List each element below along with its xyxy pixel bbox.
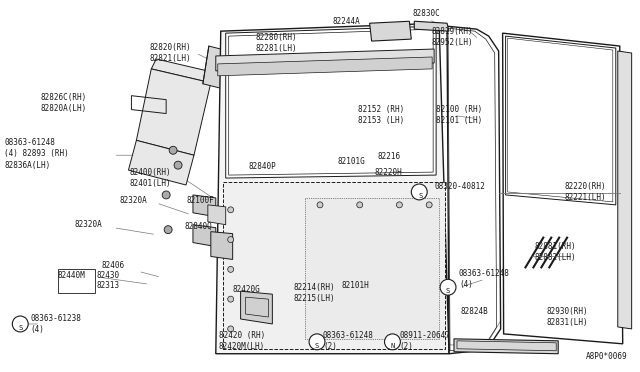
Text: 82881(RH)
82882(LH): 82881(RH) 82882(LH): [534, 241, 576, 262]
Circle shape: [174, 161, 182, 169]
Circle shape: [309, 334, 325, 350]
Polygon shape: [193, 225, 216, 247]
Polygon shape: [223, 182, 445, 349]
Polygon shape: [618, 51, 632, 329]
Polygon shape: [454, 339, 558, 354]
Circle shape: [169, 146, 177, 154]
Circle shape: [228, 207, 234, 213]
Text: 82824B: 82824B: [461, 307, 489, 316]
Circle shape: [440, 279, 456, 295]
Polygon shape: [370, 21, 412, 41]
Text: 08363-61248
(4): 08363-61248 (4): [459, 269, 510, 289]
Polygon shape: [211, 232, 233, 259]
Circle shape: [228, 266, 234, 272]
Text: 82220(RH)
82221(LH): 82220(RH) 82221(LH): [564, 182, 606, 202]
Circle shape: [12, 316, 28, 332]
Text: 08363-61238
(4): 08363-61238 (4): [30, 314, 81, 334]
Text: S: S: [446, 288, 450, 294]
Polygon shape: [208, 205, 226, 225]
Circle shape: [164, 226, 172, 234]
Circle shape: [317, 202, 323, 208]
Text: S: S: [315, 343, 319, 349]
Text: 82220H: 82220H: [374, 168, 403, 177]
Circle shape: [228, 237, 234, 243]
Text: 82100 (RH)
82101 (LH): 82100 (RH) 82101 (LH): [436, 105, 483, 125]
Polygon shape: [241, 291, 273, 324]
Circle shape: [396, 202, 403, 208]
Text: 82930(RH)
82831(LH): 82930(RH) 82831(LH): [547, 307, 588, 327]
Polygon shape: [193, 195, 216, 217]
Circle shape: [385, 334, 401, 350]
Circle shape: [228, 326, 234, 332]
Polygon shape: [414, 21, 449, 31]
Text: 82214(RH)
82215(LH): 82214(RH) 82215(LH): [293, 283, 335, 304]
Circle shape: [356, 202, 363, 208]
Polygon shape: [226, 26, 436, 178]
Text: 82313: 82313: [97, 281, 120, 290]
Circle shape: [228, 296, 234, 302]
Polygon shape: [218, 57, 432, 76]
Circle shape: [162, 191, 170, 199]
Text: 82420G: 82420G: [233, 285, 260, 294]
Text: 08363-61248
(2): 08363-61248 (2): [323, 331, 374, 351]
Text: 08911-20647
(2): 08911-20647 (2): [399, 331, 451, 351]
Polygon shape: [203, 46, 228, 89]
Text: 82819(RH)
82952(LH): 82819(RH) 82952(LH): [431, 27, 473, 47]
Polygon shape: [502, 33, 623, 344]
Text: 82320A: 82320A: [120, 196, 147, 205]
Text: 82826C(RH)
82820A(LH): 82826C(RH) 82820A(LH): [40, 93, 86, 113]
Text: 82244A: 82244A: [333, 17, 361, 26]
Text: 82101G: 82101G: [338, 157, 365, 166]
Text: 82830C: 82830C: [412, 9, 440, 18]
Polygon shape: [151, 59, 216, 83]
Polygon shape: [136, 69, 211, 155]
Text: 82430: 82430: [97, 271, 120, 280]
Text: 82840P: 82840P: [248, 162, 276, 171]
Text: 82400(RH)
82401(LH): 82400(RH) 82401(LH): [129, 168, 171, 188]
Text: 82152 (RH)
82153 (LH): 82152 (RH) 82153 (LH): [358, 105, 404, 125]
Text: N: N: [390, 343, 395, 349]
Text: 82216: 82216: [378, 152, 401, 161]
Text: 82820(RH)
82821(LH): 82820(RH) 82821(LH): [149, 43, 191, 63]
Text: 82440M: 82440M: [58, 271, 86, 280]
Text: 82406: 82406: [102, 262, 125, 270]
Text: 82280(RH)
82281(LH): 82280(RH) 82281(LH): [255, 33, 297, 53]
Text: 82840Q: 82840Q: [184, 222, 212, 231]
Text: S: S: [18, 325, 22, 331]
Text: 82420 (RH)
82420M(LH): 82420 (RH) 82420M(LH): [219, 331, 265, 351]
Text: 08363-61248
(4) 82893 (RH)
82836A(LH): 08363-61248 (4) 82893 (RH) 82836A(LH): [4, 138, 69, 170]
Text: A8P0*0069: A8P0*0069: [586, 352, 628, 361]
Polygon shape: [305, 198, 439, 339]
Text: S: S: [418, 193, 422, 199]
Text: 82100F: 82100F: [186, 196, 214, 205]
Circle shape: [412, 184, 427, 200]
Text: 08320-40812: 08320-40812: [434, 182, 485, 191]
Text: 82320A: 82320A: [75, 220, 102, 229]
Polygon shape: [216, 49, 434, 71]
Text: 82101H: 82101H: [342, 281, 369, 290]
Polygon shape: [129, 140, 194, 185]
Polygon shape: [216, 23, 449, 354]
Circle shape: [426, 202, 432, 208]
